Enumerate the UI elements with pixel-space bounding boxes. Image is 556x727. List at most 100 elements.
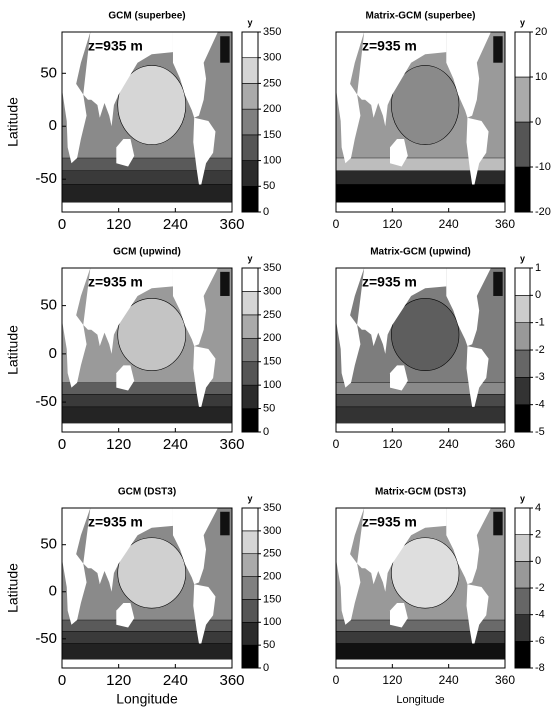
y-tick-label: 0 <box>49 117 57 134</box>
land <box>62 202 232 212</box>
x-tick-label: 240 <box>163 436 188 453</box>
colorbar-band <box>515 641 530 668</box>
colorbar-band <box>242 268 258 291</box>
x-tick-label: 120 <box>382 673 402 687</box>
depth-annotation: z=935 m <box>362 514 417 530</box>
y-tick-label: 50 <box>40 297 57 314</box>
colorbar-tick-label: 0 <box>535 555 541 567</box>
colorbar-tick-label: 0 <box>263 426 269 438</box>
colorbar-tick-label: 50 <box>263 180 275 192</box>
x-tick-label: 120 <box>106 672 131 689</box>
colorbar-tick-label: 10 <box>535 71 547 83</box>
panel-title: GCM (upwind) <box>113 247 181 258</box>
y-tick-label: 50 <box>40 536 57 553</box>
map <box>336 268 505 432</box>
map <box>62 32 232 212</box>
colorbar-band <box>515 295 530 322</box>
ocean-band <box>336 184 505 202</box>
ocean-band <box>62 171 232 185</box>
colorbar-tick-label: 100 <box>263 379 281 391</box>
colorbar-band <box>515 588 530 615</box>
colorbar-band <box>515 268 530 295</box>
x-tick-label: 240 <box>439 673 459 687</box>
colorbar-label: y <box>520 493 525 503</box>
panel-title: Matrix-GCM (upwind) <box>370 247 471 258</box>
colorbar-tick-label: 350 <box>263 502 281 514</box>
colorbar-tick-label: 1 <box>535 262 541 274</box>
depth-annotation: z=935 m <box>88 514 143 530</box>
colorbar-tick-label: -3 <box>535 371 545 383</box>
land <box>62 660 232 668</box>
ocean-band <box>62 407 232 423</box>
colorbar-label: y <box>247 493 252 503</box>
ocean-band <box>62 184 232 202</box>
colorbar-tick-label: 300 <box>263 52 281 64</box>
colorbar-tick-label: 150 <box>263 356 281 368</box>
y-axis-label: Latitude <box>5 563 21 613</box>
ocean-region <box>493 36 502 62</box>
x-tick-label: 120 <box>106 436 131 453</box>
x-tick-label: 0 <box>58 216 66 233</box>
colorbar-band <box>515 122 530 167</box>
colorbar-tick-label: -6 <box>535 635 545 647</box>
x-tick-label: 240 <box>439 437 459 451</box>
colorbar-band <box>242 32 258 58</box>
colorbar-tick-label: 50 <box>263 402 275 414</box>
ocean-band <box>336 631 505 643</box>
y-axis-label: Latitude <box>5 97 21 147</box>
colorbar-tick-label: -2 <box>535 582 545 594</box>
colorbar-tick-label: -4 <box>535 399 545 411</box>
colorbar-band <box>515 167 530 212</box>
colorbar-tick-label: 250 <box>263 77 281 89</box>
land <box>62 423 232 432</box>
x-tick-label: 360 <box>495 673 515 687</box>
colorbar-tick-label: -20 <box>535 206 551 218</box>
colorbar-band <box>242 508 258 531</box>
ocean-region <box>220 272 229 296</box>
colorbar-tick-label: -10 <box>535 161 551 173</box>
x-tick-label: 240 <box>163 672 188 689</box>
x-tick-label: 0 <box>58 436 66 453</box>
colorbar-band <box>515 77 530 122</box>
ocean-band <box>336 644 505 660</box>
colorbar-tick-label: 250 <box>263 309 281 321</box>
panel-title: GCM (superbee) <box>108 11 185 22</box>
x-tick-label: 360 <box>219 436 244 453</box>
x-tick-label: 120 <box>382 437 402 451</box>
y-tick-label: -50 <box>35 393 57 410</box>
depth-annotation: z=935 m <box>88 274 143 290</box>
x-tick-label: 120 <box>382 217 402 231</box>
x-tick-label: 240 <box>439 217 459 231</box>
ocean-band <box>62 631 232 643</box>
colorbar-tick-label: -2 <box>535 344 545 356</box>
colorbar-band <box>242 577 258 600</box>
panel-title: Matrix-GCM (superbee) <box>365 11 475 22</box>
x-tick-label: 360 <box>219 216 244 233</box>
colorbar-tick-label: 0 <box>263 206 269 218</box>
colorbar-band <box>515 377 530 404</box>
colorbar-tick-label: 4 <box>535 502 541 514</box>
colorbar-band <box>242 291 258 314</box>
colorbar-label: y <box>520 17 525 27</box>
colorbar-tick-label: 200 <box>263 332 281 344</box>
depth-annotation: z=935 m <box>88 38 143 54</box>
x-tick-label: 360 <box>495 217 515 231</box>
ocean-region <box>220 36 229 62</box>
colorbar-label: y <box>247 253 252 263</box>
y-tick-label: 0 <box>49 583 57 600</box>
colorbar-tick-label: 2 <box>535 529 541 541</box>
land <box>336 423 505 432</box>
land <box>336 660 505 668</box>
colorbar-tick-label: 0 <box>535 116 541 128</box>
x-tick-label: 0 <box>333 217 340 231</box>
colorbar-band <box>242 362 258 385</box>
ocean-band <box>336 171 505 185</box>
ocean-region <box>493 512 502 536</box>
colorbar-tick-label: 350 <box>263 262 281 274</box>
colorbar-band <box>242 554 258 577</box>
colorbar-band <box>515 508 530 535</box>
colorbar-label: y <box>247 17 252 27</box>
colorbar-tick-label: 250 <box>263 548 281 560</box>
colorbar-band <box>242 385 258 408</box>
map <box>336 508 505 668</box>
